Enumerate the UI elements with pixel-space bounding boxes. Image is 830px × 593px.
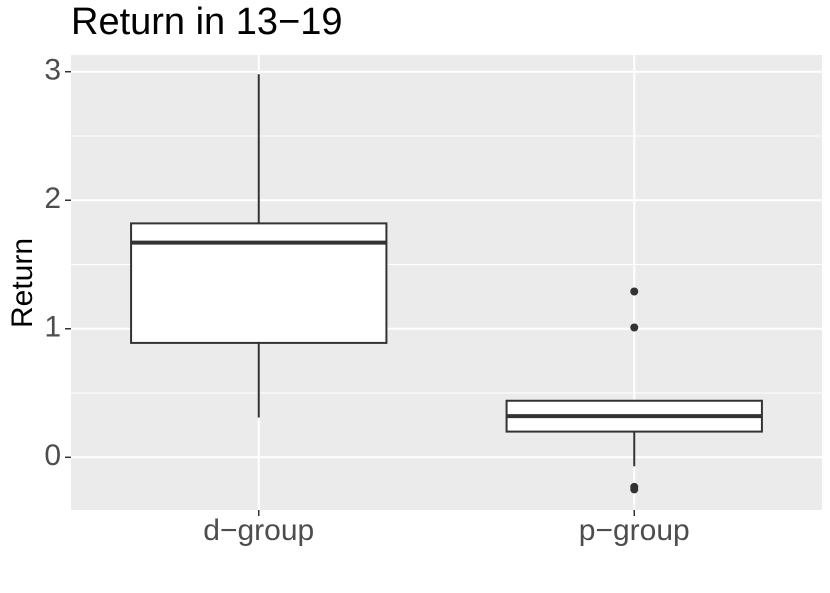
outlier <box>630 485 639 494</box>
y-tick-label: 3 <box>44 54 61 87</box>
x-tick-label: d−group <box>203 514 314 547</box>
y-tick-label: 0 <box>44 439 61 472</box>
y-tick-label: 2 <box>44 182 61 215</box>
outlier <box>630 287 639 296</box>
y-tick-label: 1 <box>44 311 61 344</box>
outlier <box>630 323 639 332</box>
x-tick-label: p−group <box>579 514 690 547</box>
y-axis-label: Return <box>6 238 39 328</box>
chart-title: Return in 13−19 <box>71 1 342 43</box>
